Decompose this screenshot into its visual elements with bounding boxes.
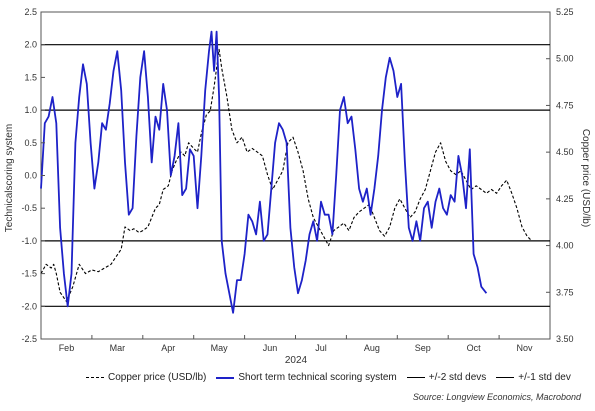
legend-label-1std: +/-1 std dev: [518, 372, 571, 383]
left-tick-label-7: -1.0: [21, 236, 37, 246]
x-tick-label-sep: Sep: [415, 343, 431, 353]
legend-swatch-2std: [406, 377, 425, 378]
left-tick-label-9: -2.0: [21, 301, 37, 311]
right-tick-label-5: 4.00: [556, 241, 574, 251]
left-tick-label-10: -2.5: [21, 334, 37, 344]
legend-item-2std: +/-2 std devs: [406, 372, 487, 383]
x-axis-title: 2024: [285, 355, 308, 366]
left-tick-label-0: 2.5: [24, 7, 37, 17]
x-tick-label-jun: Jun: [263, 343, 278, 353]
right-axis-ticks: 5.25 5.00 4.75 4.50 4.25 4.00 3.75 3.50: [546, 7, 574, 344]
source-note: Source: Longview Economics, Macrobond: [412, 392, 581, 402]
left-tick-label-5: 0.0: [24, 171, 37, 181]
left-tick-label-3: 1.0: [24, 105, 37, 115]
legend-item-1std: +/-1 std dev: [496, 372, 571, 383]
right-tick-label-4: 4.25: [556, 194, 574, 204]
left-tick-label-6: -0.5: [21, 203, 37, 213]
left-axis-ticks: 2.5 2.0 1.5 1.0 0.5 0.0 -0.5 -1.0 -1.5 -2.0 -2.5: [21, 7, 45, 344]
legend-swatch-1std: [496, 377, 515, 378]
right-tick-label-0: 5.25: [556, 7, 574, 17]
x-tick-label-may: May: [211, 343, 229, 353]
right-tick-label-2: 4.75: [556, 100, 574, 110]
legend-label-2std: +/-2 std devs: [428, 372, 487, 383]
x-tick-label-apr: Apr: [161, 343, 175, 353]
right-axis-title: Copper price (USD/lb): [580, 129, 591, 227]
left-tick-label-1: 2.0: [24, 40, 37, 50]
legend: Copper price (USD/lb) Short term technic…: [86, 372, 571, 383]
x-tick-label-aug: Aug: [364, 343, 380, 353]
x-tick-label-oct: Oct: [467, 343, 482, 353]
legend-item-copper: Copper price (USD/lb): [86, 372, 206, 383]
x-tick-label-nov: Nov: [517, 343, 534, 353]
left-tick-label-2: 1.5: [24, 72, 37, 82]
std-dev-lines: [41, 44, 550, 307]
series-copper-price: [40, 48, 532, 303]
x-axis-ticks: Feb Mar Apr May Jun Jul Aug Sep Oct Nov: [40, 335, 551, 353]
legend-label-copper: Copper price (USD/lb): [108, 372, 207, 383]
left-axis-title: Technicalscoring system: [4, 124, 15, 232]
right-tick-label-3: 4.50: [556, 147, 574, 157]
x-tick-label-jul: Jul: [315, 343, 327, 353]
series-layer: [40, 30, 532, 314]
right-tick-label-1: 5.00: [556, 54, 574, 64]
x-tick-label-mar: Mar: [110, 343, 126, 353]
legend-item-scoring: Short term technical scoring system: [216, 372, 397, 383]
x-tick-label-feb: Feb: [59, 343, 75, 353]
left-tick-label-8: -1.5: [21, 269, 37, 279]
legend-label-scoring: Short term technical scoring system: [238, 372, 397, 383]
legend-swatch-copper: [86, 377, 104, 378]
legend-swatch-scoring: [216, 376, 235, 379]
right-tick-label-7: 3.50: [556, 334, 574, 344]
right-tick-label-6: 3.75: [556, 287, 574, 297]
left-tick-label-4: 0.5: [24, 138, 37, 148]
series-technical-score: [40, 30, 488, 314]
plot-frame: [40, 11, 551, 340]
